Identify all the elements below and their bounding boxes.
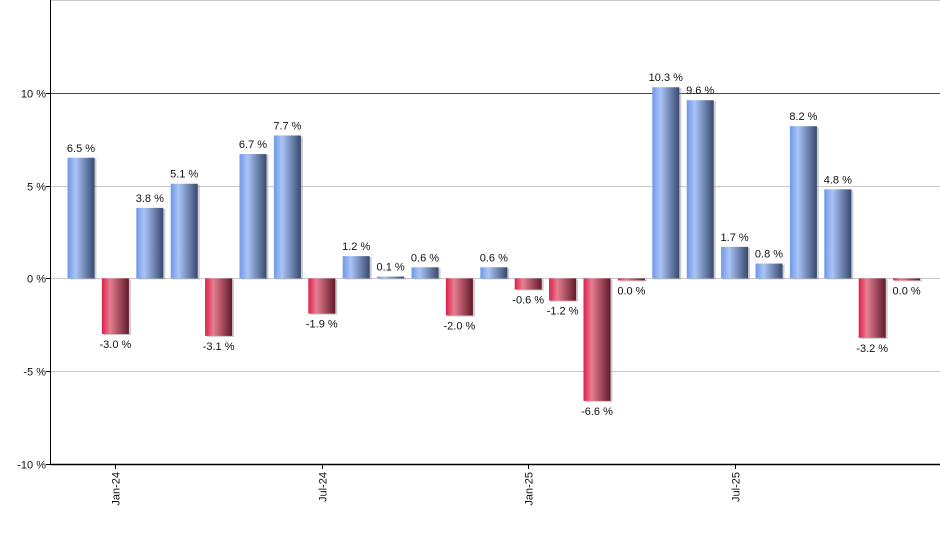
bar — [308, 278, 336, 314]
data-label: 3.8 % — [136, 193, 164, 205]
data-label: -1.9 % — [306, 319, 338, 331]
data-labels: 6.5 % -3.0 % 3.8 % 5.1 % -3.1 % 6.7 % 7.7 % -1.… — [67, 72, 921, 418]
y-tick-label: 0 % — [27, 274, 46, 286]
bar — [824, 189, 852, 279]
data-label: 8.2 % — [789, 111, 817, 123]
data-label: 1.2 % — [342, 241, 370, 253]
bar — [445, 278, 473, 316]
data-label: -3.0 % — [100, 339, 132, 351]
x-tick-label: Jan-25 — [524, 472, 536, 506]
data-label: 6.5 % — [67, 143, 95, 155]
data-label: 0.1 % — [377, 262, 405, 274]
data-label: 5.1 % — [170, 169, 198, 181]
data-label: 0.6 % — [480, 252, 508, 264]
bars — [67, 87, 923, 402]
bar — [67, 157, 95, 279]
bar-shadow — [379, 277, 407, 280]
bar — [411, 267, 439, 279]
bar — [858, 278, 886, 338]
axes: 10 % 5 % 0 % -5 % -10 % Jan-24 Jul-24 Jan-25 Jul… — [17, 0, 940, 506]
bar — [755, 263, 783, 279]
data-label: 9.6 % — [686, 85, 714, 97]
data-label: 0.6 % — [411, 252, 439, 264]
bar — [239, 154, 267, 279]
data-label: 0.0 % — [893, 285, 921, 297]
data-label: -1.2 % — [547, 306, 579, 318]
y-tick-label: 10 % — [21, 89, 46, 101]
bar — [893, 278, 921, 281]
bar — [583, 278, 611, 401]
x-tick-label: Jan-24 — [111, 472, 123, 506]
bar — [721, 246, 749, 279]
x-tick-label: Jul-24 — [318, 472, 330, 502]
bar — [170, 183, 198, 279]
bar — [136, 207, 164, 279]
data-label: 6.7 % — [239, 139, 267, 151]
bar — [549, 278, 577, 301]
y-tick-label: -5 % — [23, 367, 46, 379]
bar — [617, 278, 645, 281]
bar — [342, 256, 370, 279]
data-label: -3.1 % — [203, 341, 235, 353]
data-label: -0.6 % — [512, 295, 544, 307]
data-label: -2.0 % — [444, 321, 476, 333]
bar — [789, 126, 817, 279]
data-label: 0.8 % — [755, 249, 783, 261]
bar — [514, 278, 542, 290]
bar — [480, 267, 508, 279]
bar — [205, 278, 233, 336]
bar — [686, 100, 714, 279]
bar — [652, 87, 680, 279]
data-label: 10.3 % — [649, 72, 683, 84]
x-tick-label: Jul-25 — [731, 472, 743, 502]
y-tick-label: -10 % — [17, 460, 46, 472]
data-label: 7.7 % — [273, 120, 301, 132]
data-label: -3.2 % — [856, 343, 888, 355]
bar — [377, 276, 405, 279]
data-label: 0.0 % — [617, 285, 645, 297]
data-label: 1.7 % — [721, 232, 749, 244]
y-tick-label: 5 % — [27, 182, 46, 194]
data-label: 4.8 % — [824, 174, 852, 186]
data-label: -6.6 % — [581, 406, 613, 418]
bar — [101, 278, 129, 335]
bar — [273, 135, 301, 279]
